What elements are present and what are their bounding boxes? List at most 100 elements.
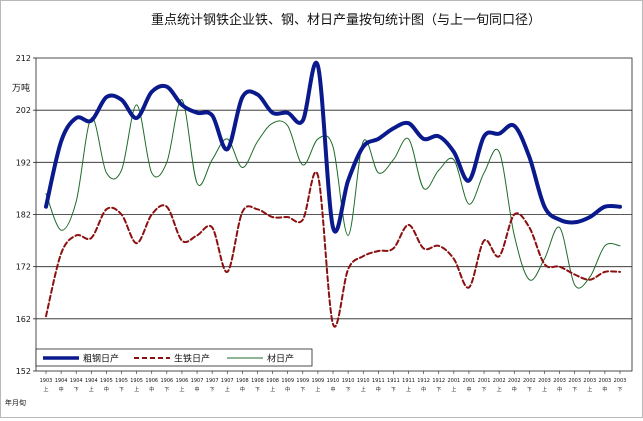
x-tick-label-month: 2002 xyxy=(523,378,536,384)
x-tick-label-xun: 中 xyxy=(330,386,335,393)
x-tick-label-month: 1906 xyxy=(176,378,189,384)
x-tick-label-xun: 中 xyxy=(195,386,200,393)
x-tick-label-month: 2001 xyxy=(478,378,491,384)
series-line-pig-iron xyxy=(45,171,621,328)
legend-label-crude-steel: 粗钢日产 xyxy=(83,353,119,365)
series-lines xyxy=(44,60,622,328)
series-line-steel-products xyxy=(45,99,621,289)
x-tick-label-xun: 上 xyxy=(542,386,547,393)
x-tick-label-xun: 上 xyxy=(451,386,456,393)
x-tick-label-month: 1909 xyxy=(312,378,325,384)
x-tick-label-xun: 上 xyxy=(225,386,230,393)
x-tick-label-xun: 中 xyxy=(466,386,471,393)
x-tick-label-xun: 下 xyxy=(617,387,622,393)
x-tick-label-xun: 中 xyxy=(240,386,245,393)
x-tick-label-xun: 下 xyxy=(572,387,577,393)
x-tick-label-xun: 上 xyxy=(270,386,275,393)
x-tick-label-xun: 中 xyxy=(512,386,517,393)
x-tick-label-month: 1905 xyxy=(115,378,128,384)
chart-title: 重点统计钢铁企业铁、钢、材日产量按旬统计图（与上一旬同口径） xyxy=(151,12,541,28)
x-tick-label-month: 1908 xyxy=(266,378,279,384)
x-tick-label-month: 1908 xyxy=(251,378,264,384)
x-tick-label-month: 1907 xyxy=(206,378,219,384)
x-tick-label-xun: 中 xyxy=(602,386,607,393)
x-tick-label-xun: 下 xyxy=(527,387,532,393)
x-tick-label-month: 1907 xyxy=(191,378,204,384)
x-tick-label-month: 1910 xyxy=(357,378,370,384)
x-tick-label-month: 1910 xyxy=(342,378,355,384)
x-tick-label-xun: 下 xyxy=(346,387,351,393)
legend-label-steel-products: 材日产 xyxy=(267,353,294,365)
x-tick-label-xun: 下 xyxy=(74,387,79,393)
x-tick-label-xun: 中 xyxy=(59,386,64,393)
x-tick-label-xun: 中 xyxy=(149,386,154,393)
x-tick-label-xun: 上 xyxy=(497,386,502,393)
x-axis-ticks: 1903 上 1904 中 1904 下 1904 上 1905 中 1905 下 1905 上 1906 中… xyxy=(40,371,627,393)
x-tick-label-month: 1905 xyxy=(100,378,113,384)
x-tick-label-xun: 下 xyxy=(210,387,215,393)
x-tick-label-month: 2003 xyxy=(538,378,551,384)
y-tick-label: 212 xyxy=(16,54,31,63)
x-tick-label-month: 2001 xyxy=(447,378,460,384)
x-tick-label-month: 1911 xyxy=(387,378,400,384)
x-tick-label-month: 2002 xyxy=(493,378,506,384)
x-tick-label-xun: 下 xyxy=(436,387,441,393)
x-tick-label-month: 1904 xyxy=(70,378,83,384)
x-tick-label-month: 1907 xyxy=(221,378,234,384)
x-tick-label-xun: 下 xyxy=(164,387,169,393)
x-tick-label-month: 2003 xyxy=(583,378,596,384)
x-tick-label-month: 1904 xyxy=(55,378,68,384)
x-tick-label-month: 1912 xyxy=(432,378,445,384)
x-tick-label-month: 1911 xyxy=(372,378,385,384)
legend-label-pig-iron: 生铁日产 xyxy=(174,353,210,365)
x-tick-label-month: 2003 xyxy=(599,378,612,384)
x-tick-label-month: 1909 xyxy=(281,378,294,384)
x-tick-label-xun: 上 xyxy=(361,386,366,393)
x-axis-label: 年月旬 xyxy=(5,398,26,407)
x-tick-label-xun: 上 xyxy=(315,386,320,393)
y-axis-ticks: 152 162 172 182 192 202 212 xyxy=(16,54,36,376)
x-tick-label-month: 2001 xyxy=(463,378,476,384)
x-tick-label-month: 1904 xyxy=(85,378,98,384)
x-tick-label-xun: 下 xyxy=(482,387,487,393)
x-tick-label-month: 1912 xyxy=(417,378,430,384)
y-tick-label: 162 xyxy=(16,315,31,324)
x-tick-label-xun: 中 xyxy=(557,386,562,393)
x-tick-label-xun: 中 xyxy=(104,386,109,393)
x-tick-label-month: 1903 xyxy=(40,378,53,384)
y-axis-label: 万吨 xyxy=(12,82,30,94)
x-tick-label-month: 1906 xyxy=(145,378,158,384)
x-tick-label-xun: 上 xyxy=(587,386,592,393)
x-tick-label-month: 1906 xyxy=(160,378,173,384)
legend-box xyxy=(35,348,313,367)
x-tick-label-xun: 下 xyxy=(255,387,260,393)
x-tick-label-xun: 上 xyxy=(43,386,48,393)
x-tick-label-xun: 中 xyxy=(285,386,290,393)
x-tick-label-month: 2003 xyxy=(568,378,581,384)
legend: 粗钢日产 生铁日产 材日产 xyxy=(35,348,313,367)
y-tick-label: 182 xyxy=(16,211,31,220)
x-tick-label-month: 1905 xyxy=(130,378,143,384)
y-tick-label: 202 xyxy=(16,106,31,115)
y-tick-label: 192 xyxy=(16,158,31,167)
x-tick-label-xun: 下 xyxy=(119,387,124,393)
x-tick-label-xun: 上 xyxy=(179,386,184,393)
x-tick-label-xun: 下 xyxy=(391,387,396,393)
x-tick-label-month: 1911 xyxy=(402,378,415,384)
x-tick-label-xun: 下 xyxy=(300,387,305,393)
x-tick-label-month: 1909 xyxy=(296,378,309,384)
x-tick-label-month: 2002 xyxy=(508,378,521,384)
x-tick-label-xun: 上 xyxy=(134,386,139,393)
x-tick-label-month: 1908 xyxy=(236,378,249,384)
y-tick-label: 152 xyxy=(16,367,31,376)
x-tick-label-month: 1910 xyxy=(327,378,340,384)
series-line-crude-steel xyxy=(44,60,622,234)
x-tick-label-month: 2003 xyxy=(614,378,627,384)
x-tick-label-xun: 上 xyxy=(89,386,94,393)
x-tick-label-xun: 上 xyxy=(406,386,411,393)
x-tick-label-xun: 中 xyxy=(421,386,426,393)
x-tick-label-month: 2003 xyxy=(553,378,566,384)
y-tick-label: 172 xyxy=(16,263,31,272)
